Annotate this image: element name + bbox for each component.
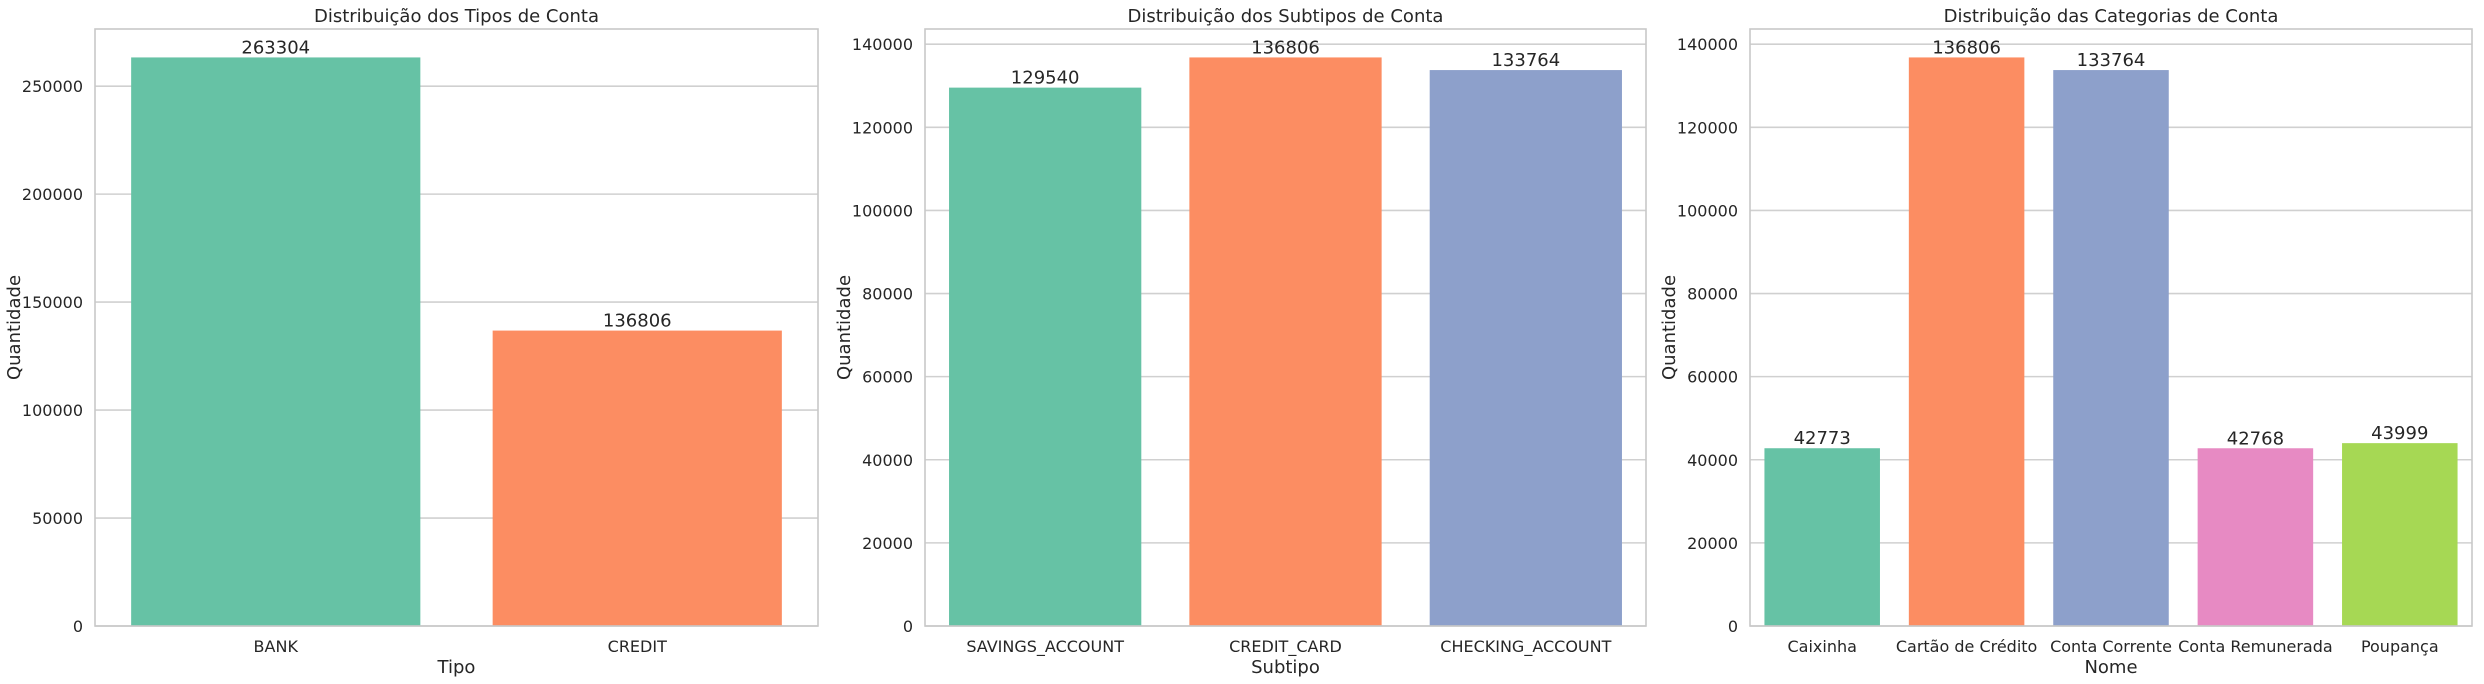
y-tick-label: 150000 — [22, 293, 83, 312]
bar — [1764, 448, 1880, 626]
bar-data-label: 136806 — [1251, 37, 1320, 58]
x-axis-label: Tipo — [437, 657, 476, 678]
bar — [131, 57, 421, 626]
y-tick-label: 200000 — [22, 185, 83, 204]
y-axis-label: Quantidade — [834, 275, 855, 380]
x-tick-label: CREDIT_CARD — [1229, 637, 1342, 657]
x-tick-label: CREDIT — [608, 637, 667, 656]
y-tick-label: 0 — [1728, 617, 1738, 636]
y-tick-label: 60000 — [1687, 368, 1738, 387]
axes-frame — [924, 28, 1647, 627]
y-tick-label: 20000 — [862, 534, 913, 553]
y-tick-label: 120000 — [1677, 118, 1738, 137]
bar — [492, 330, 782, 626]
bar-data-label: 129540 — [1011, 68, 1080, 89]
y-tick-label: 80000 — [862, 285, 913, 304]
chart-title: Distribuição dos Subtipos de Conta — [1128, 6, 1444, 27]
x-tick-label: Caixinha — [1787, 637, 1856, 656]
y-tick-label: 140000 — [852, 35, 913, 54]
y-tick-label: 20000 — [1687, 534, 1738, 553]
chart-title: Distribuição dos Tipos de Conta — [314, 6, 599, 27]
y-tick-label: 40000 — [1687, 451, 1738, 470]
y-tick-label: 80000 — [1687, 285, 1738, 304]
chart-panel-1: 0 50000 100000 150000 200000 250000 263304 BANK… — [4, 6, 819, 678]
bar-data-label: 133764 — [1491, 50, 1560, 71]
x-tick-label: Poupança — [2361, 637, 2439, 656]
bar-data-label: 42768 — [2227, 428, 2284, 449]
x-tick-label: Conta Remunerada — [2178, 637, 2333, 656]
x-tick-label: CHECKING_ACCOUNT — [1440, 637, 1611, 657]
chart-title: Distribuição das Categorias de Conta — [1944, 6, 2279, 27]
bar — [1908, 57, 2025, 627]
x-tick-label: BANK — [254, 637, 299, 656]
y-tick-label: 100000 — [852, 201, 913, 220]
chart-panel-3: 0 20000 40000 60000 80000 100000 120000 140000 4… — [1659, 6, 2473, 678]
chart-panel-2: 0 20000 40000 60000 80000 100000 120000 140000 1… — [834, 6, 1647, 678]
bar-data-label: 136806 — [1932, 37, 2001, 58]
x-tick-label: Conta Corrente — [2050, 637, 2172, 656]
bar — [1429, 70, 1622, 627]
y-tick-label: 50000 — [32, 509, 83, 528]
y-tick-label: 40000 — [862, 451, 913, 470]
bar-data-label: 136806 — [603, 311, 672, 332]
y-tick-label: 140000 — [1677, 35, 1738, 54]
bar-data-label: 43999 — [2371, 423, 2428, 444]
x-tick-label: Cartão de Crédito — [1896, 637, 2038, 656]
bar-data-label: 263304 — [241, 37, 310, 58]
bar-data-label: 42773 — [1794, 428, 1851, 449]
bar — [2342, 443, 2458, 626]
bar-data-label: 133764 — [2077, 50, 2146, 71]
axes-frame — [94, 28, 819, 627]
x-axis-label: Nome — [2084, 657, 2137, 678]
bar — [2053, 70, 2169, 627]
y-tick-label: 100000 — [22, 401, 83, 420]
bar — [2197, 448, 2314, 626]
y-tick-label: 250000 — [22, 77, 83, 96]
y-tick-label: 60000 — [862, 368, 913, 387]
y-axis-label: Quantidade — [1659, 275, 1680, 380]
bar — [1189, 57, 1382, 627]
y-tick-label: 100000 — [1677, 201, 1738, 220]
bar — [949, 87, 1142, 626]
y-tick-label: 120000 — [852, 118, 913, 137]
y-axis-label: Quantidade — [4, 275, 25, 380]
y-tick-label: 0 — [73, 617, 83, 636]
x-tick-label: SAVINGS_ACCOUNT — [966, 637, 1124, 657]
axes-frame — [1749, 28, 2473, 627]
y-tick-label: 0 — [903, 617, 913, 636]
x-axis-label: Subtipo — [1251, 657, 1320, 678]
